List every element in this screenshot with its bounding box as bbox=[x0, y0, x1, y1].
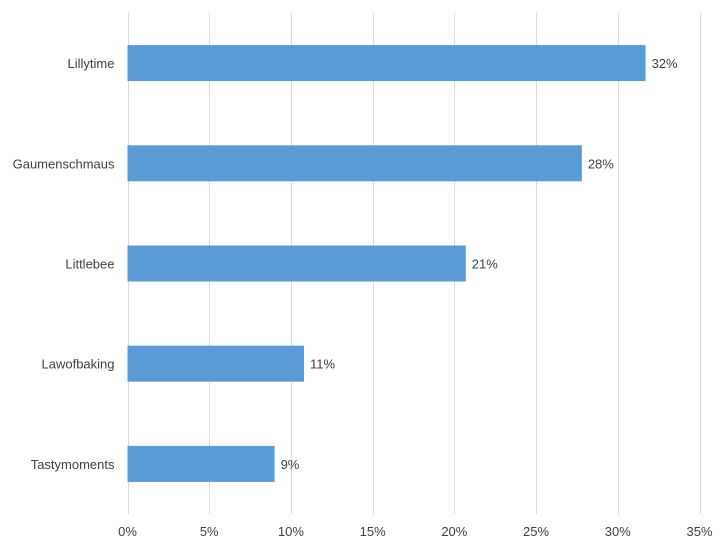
x-tick-label-4: 20% bbox=[441, 524, 467, 539]
data-label-lillytime: 32% bbox=[652, 56, 678, 71]
bar-littlebee bbox=[127, 245, 466, 282]
x-axis-tick-labels: 0% 5% 10% 15% 20% 25% 30% 35% bbox=[118, 524, 713, 539]
x-tick-label-0: 0% bbox=[118, 524, 137, 539]
bar-lillytime bbox=[127, 45, 646, 82]
x-tick-label-1: 5% bbox=[200, 524, 219, 539]
category-label-littlebee: Littlebee bbox=[65, 257, 114, 272]
data-label-lawofbaking: 11% bbox=[310, 357, 335, 372]
category-label-tastymoments: Tastymoments bbox=[31, 457, 115, 472]
bar-gaumenschmaus bbox=[127, 145, 582, 182]
x-tick-label-3: 15% bbox=[360, 524, 386, 539]
x-tick-label-7: 35% bbox=[686, 524, 712, 539]
x-tick-label-5: 25% bbox=[523, 524, 549, 539]
x-tick-label-2: 10% bbox=[278, 524, 304, 539]
bar-lawofbaking bbox=[127, 345, 305, 382]
category-labels: Lillytime Gaumenschmaus Littlebee Lawofbaki… bbox=[13, 56, 115, 472]
data-label-tastymoments: 9% bbox=[281, 457, 300, 472]
category-label-lillytime: Lillytime bbox=[68, 56, 115, 71]
bar-tastymoments bbox=[127, 445, 275, 482]
data-label-gaumenschmaus: 28% bbox=[588, 156, 614, 171]
bars bbox=[127, 45, 646, 482]
data-labels: 32% 28% 21% 11% 9% bbox=[281, 56, 678, 472]
x-tick-label-6: 30% bbox=[605, 524, 631, 539]
category-label-lawofbaking: Lawofbaking bbox=[42, 357, 115, 372]
data-label-littlebee: 21% bbox=[472, 257, 498, 272]
category-label-gaumenschmaus: Gaumenschmaus bbox=[13, 156, 115, 171]
